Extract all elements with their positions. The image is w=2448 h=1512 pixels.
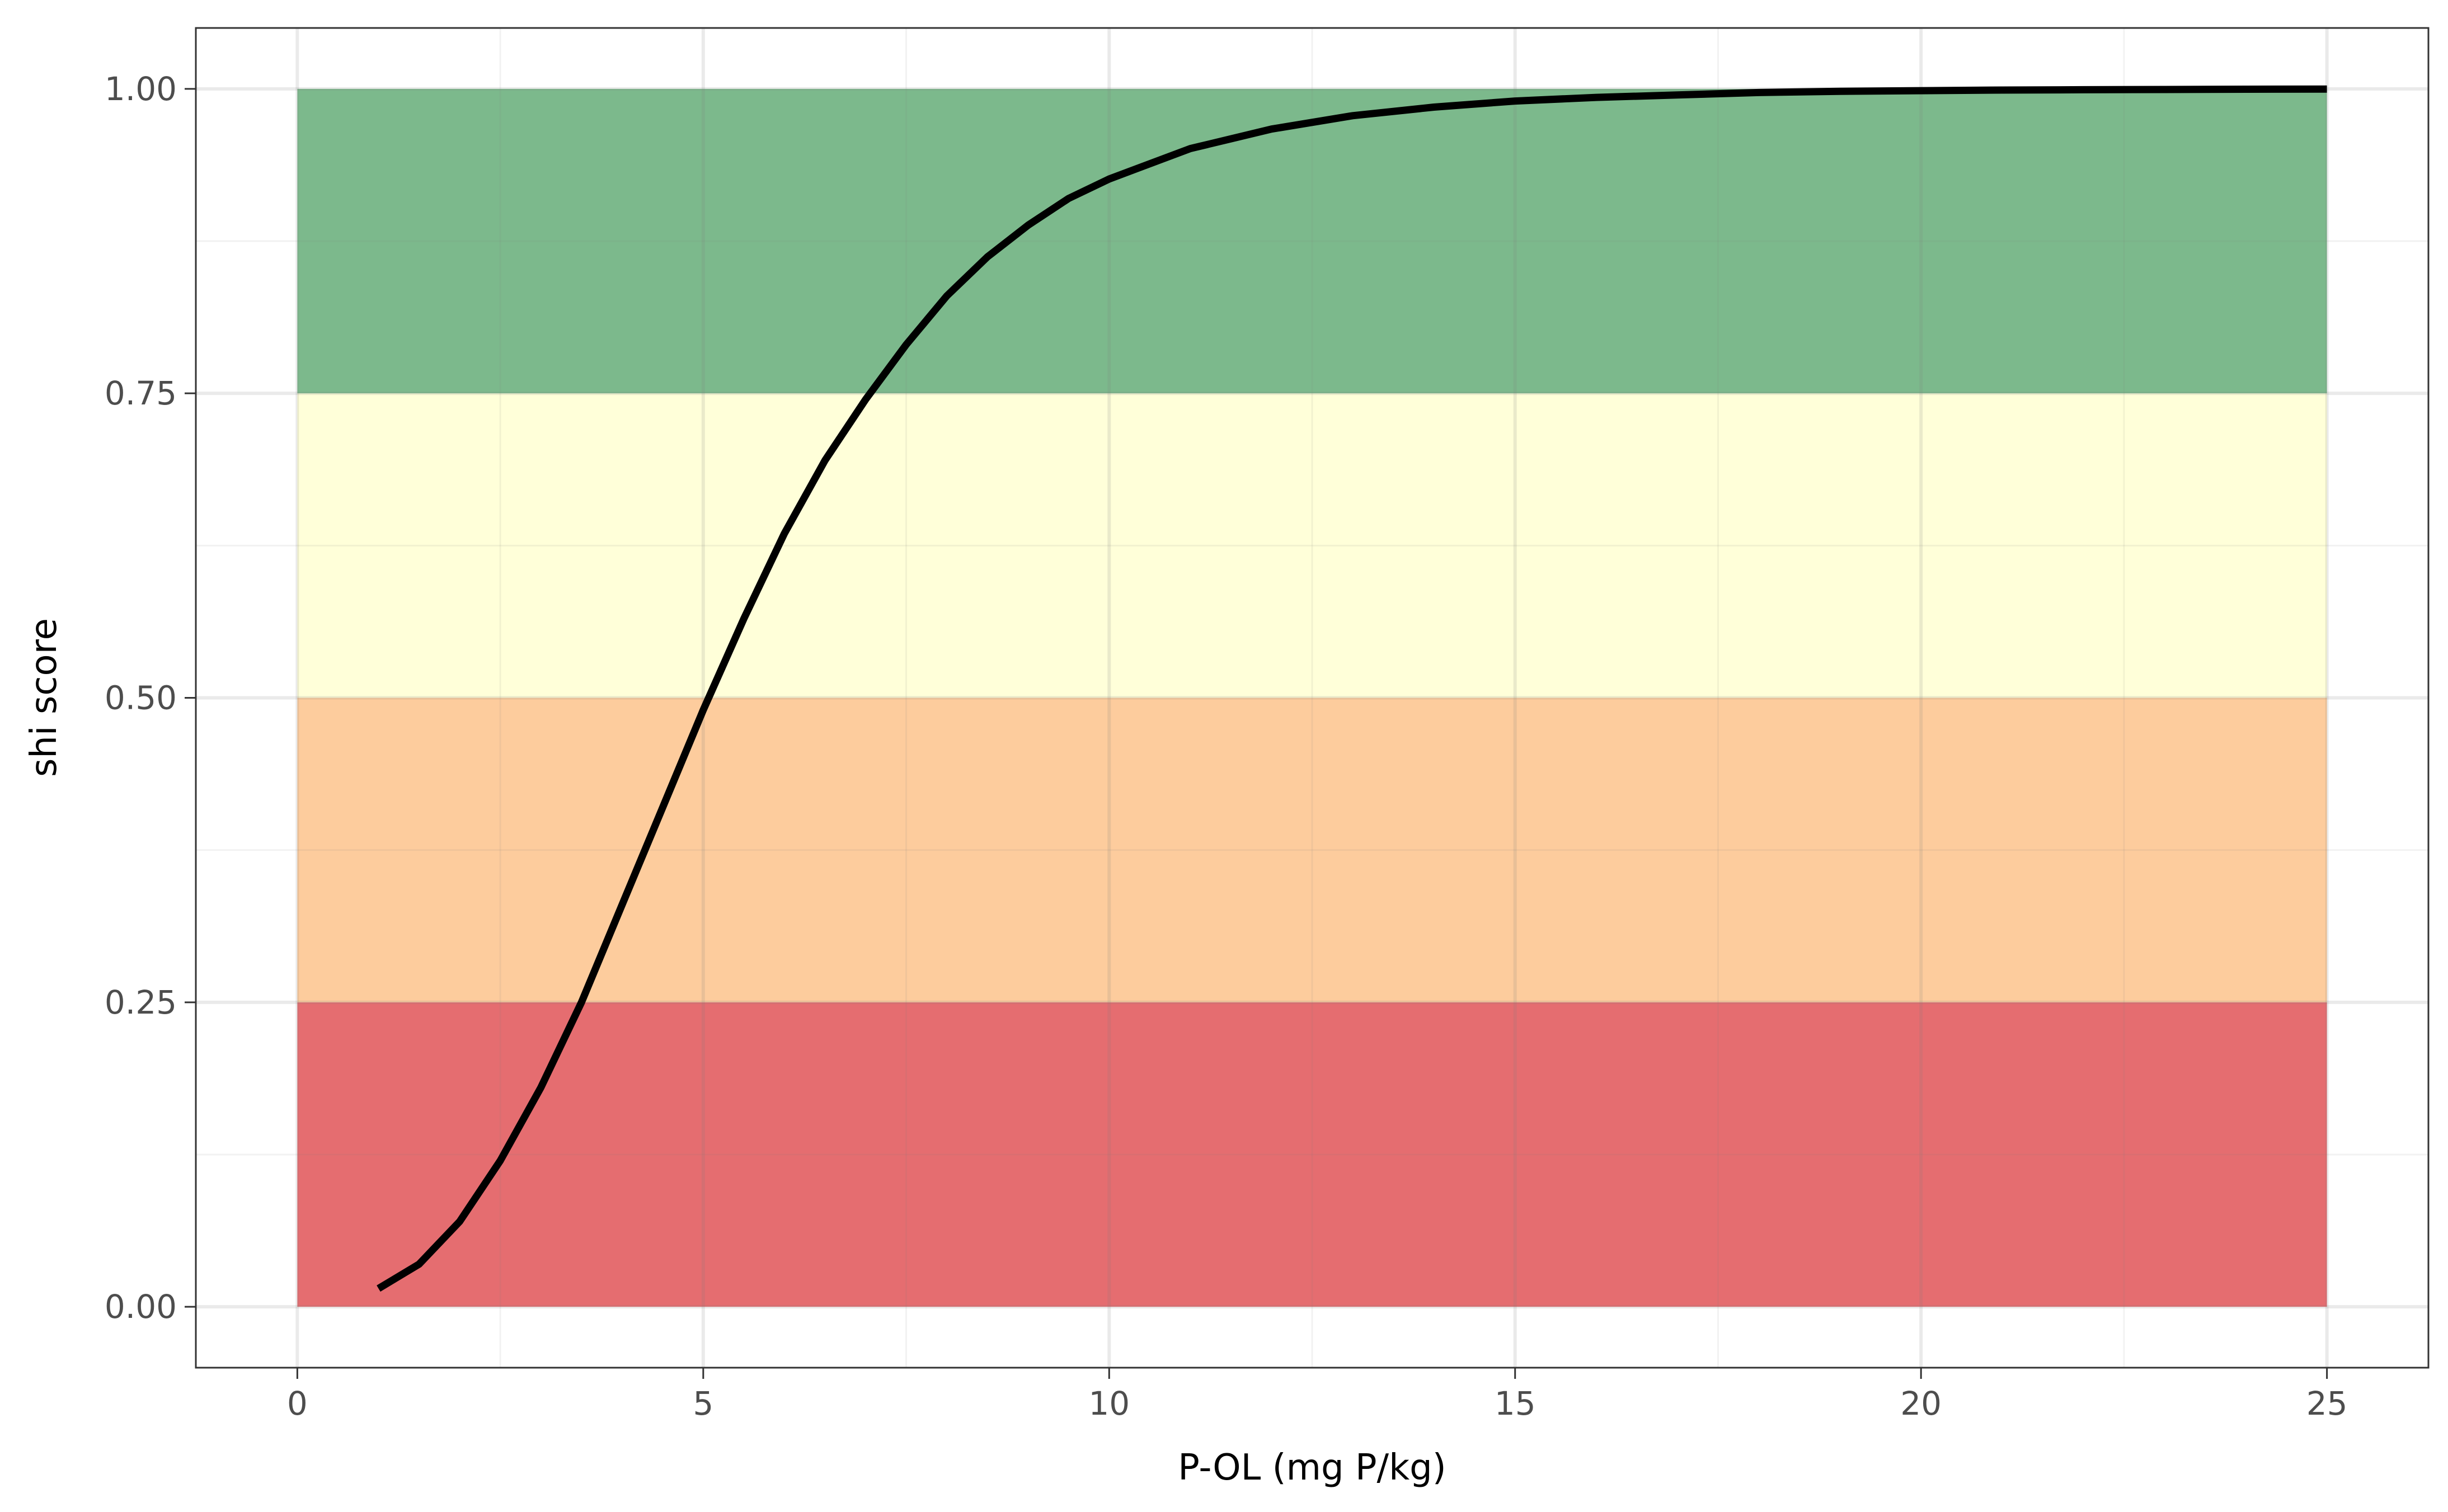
x-axis-ticks: 0 5 10 15 20 25 <box>287 1368 2348 1422</box>
grid-lines <box>196 28 2428 1368</box>
y-tick-label: 0.25 <box>105 983 177 1021</box>
band-2 <box>297 393 2327 698</box>
y-axis-ticks: 0.00 0.25 0.50 0.75 1.00 <box>105 70 196 1326</box>
series-line-0 <box>377 85 2327 1292</box>
x-tick-label: 25 <box>2306 1384 2348 1422</box>
y-axis-title: shi score <box>24 618 65 777</box>
x-tick-label: 10 <box>1088 1384 1130 1422</box>
y-tick-label: 0.75 <box>105 374 177 412</box>
x-tick-label: 5 <box>693 1384 713 1422</box>
y-tick-label: 1.00 <box>105 70 177 108</box>
x-axis-title: P-OL (mg P/kg) <box>1178 1447 1446 1489</box>
x-tick-label: 15 <box>1495 1384 1536 1422</box>
y-tick-label: 0.50 <box>105 679 177 717</box>
x-tick-label: 20 <box>1900 1384 1942 1422</box>
band-0 <box>297 1002 2327 1307</box>
x-tick-label: 0 <box>287 1384 308 1422</box>
series-lines <box>377 85 2327 1292</box>
band-1 <box>297 698 2327 1002</box>
band-3 <box>297 88 2327 394</box>
y-tick-label: 0.00 <box>105 1288 177 1326</box>
score-bands <box>297 88 2327 1307</box>
